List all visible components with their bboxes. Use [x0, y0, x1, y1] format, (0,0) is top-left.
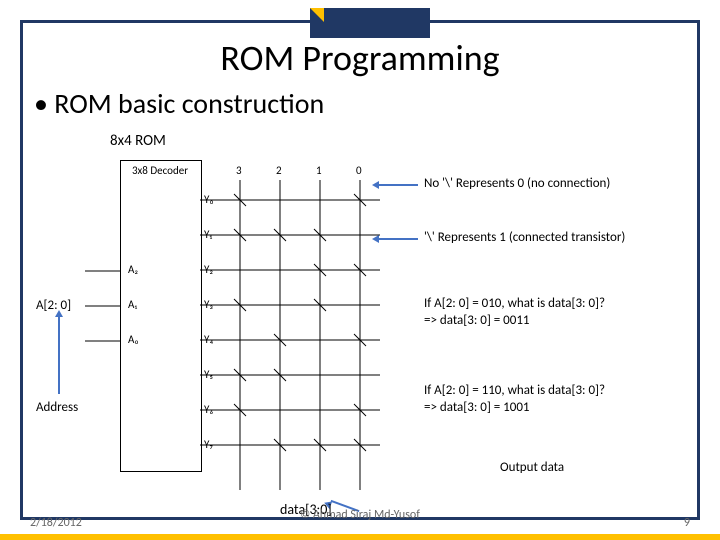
address-label: Address — [36, 400, 78, 415]
addr-label-a1: A₁ — [128, 298, 137, 311]
title-tab-accent — [310, 8, 324, 22]
rom-grid — [200, 160, 400, 500]
qa2-line2: => data[3: 0] = 1001 — [424, 400, 530, 415]
arrow-address-up-head — [55, 310, 63, 317]
bullet-text: ROM basic construction — [34, 86, 324, 121]
arrow-no-connection — [378, 184, 418, 186]
qa1-line2: => data[3: 0] = 0011 — [424, 313, 530, 328]
note-connection: '\' Represents 1 (connected transistor) — [424, 230, 625, 245]
arrow-address-up — [58, 316, 60, 394]
title-tab — [310, 8, 430, 38]
qa2-line1: If A[2: 0] = 110, what is data[3: 0]? — [424, 383, 605, 398]
page-title: ROM Programming — [0, 36, 720, 80]
arrow-connection-head — [372, 235, 379, 243]
output-label: Output data — [500, 460, 564, 475]
arrow-connection — [378, 238, 418, 240]
bottom-accent-bar — [0, 534, 720, 540]
footer-page: 9 — [684, 516, 690, 530]
rom-size-label: 8x4 ROM — [110, 132, 166, 150]
arrow-no-connection-head — [372, 181, 379, 189]
decoder-box — [120, 160, 202, 472]
note-no-connection: No '\' Represents 0 (no connection) — [424, 176, 610, 191]
addr-label-a2: A₂ — [128, 263, 138, 276]
addr-lines — [85, 268, 121, 348]
addr-label-a0: A₀ — [128, 333, 139, 346]
footer-author: © Ahmad Siraj Md-Yusof — [0, 508, 720, 522]
decoder-label: 3x8 Decoder — [120, 164, 200, 177]
input-bus-label: A[2: 0] — [36, 298, 71, 313]
qa1-line1: If A[2: 0] = 010, what is data[3: 0]? — [424, 296, 605, 311]
